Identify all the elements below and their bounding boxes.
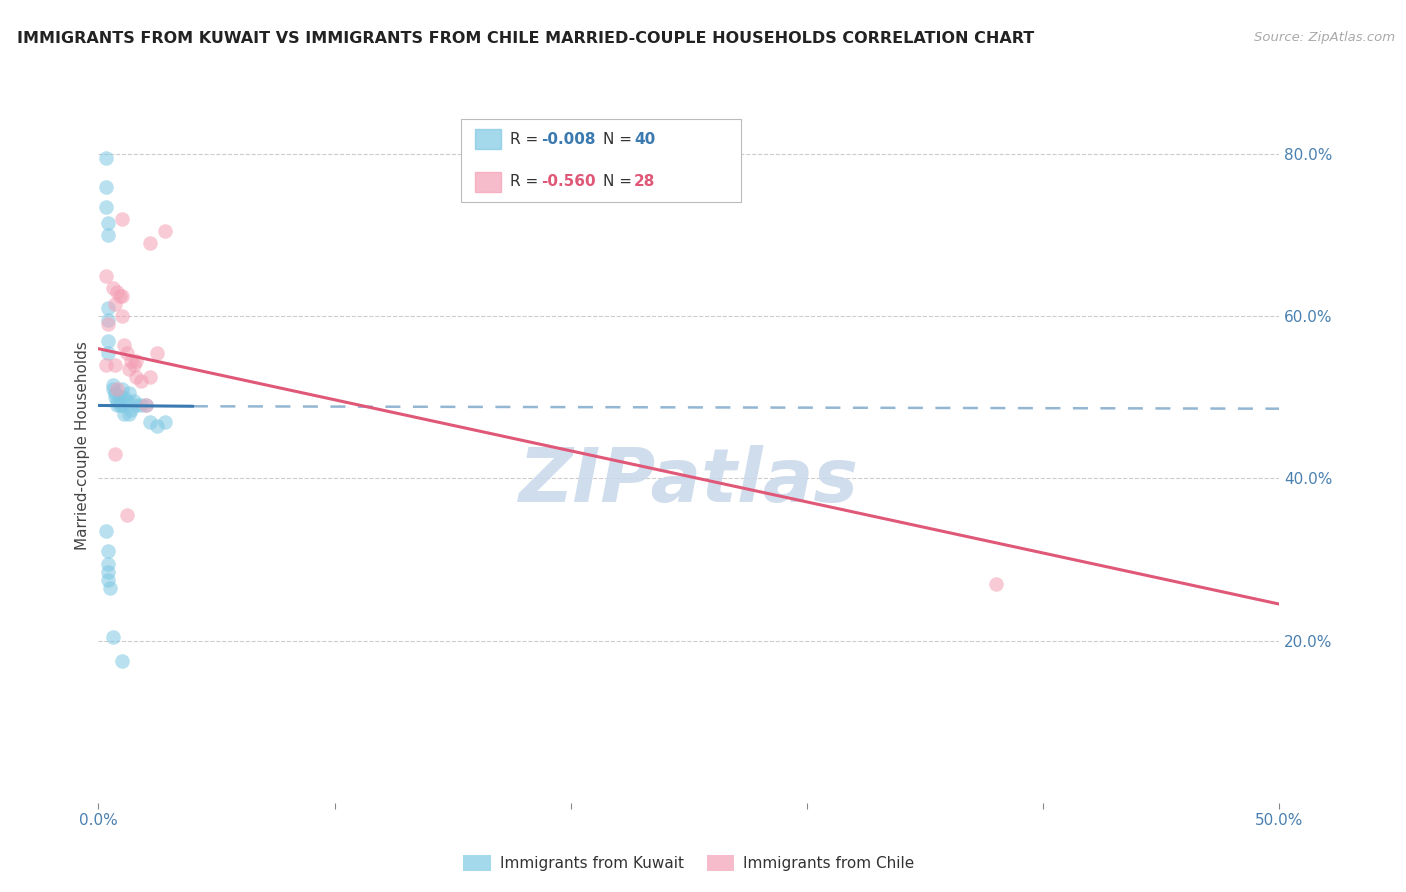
Text: N =: N = [603,175,637,189]
Point [105,394,128,409]
Point [111,654,134,668]
Text: 28: 28 [634,175,655,189]
Point [105,382,128,396]
Text: -0.008: -0.008 [541,132,596,146]
Point [105,399,128,413]
Point [112,407,135,421]
Point [125,370,148,384]
Point [108,390,131,404]
Point [104,447,127,461]
Point [121,402,143,417]
Point [129,399,152,413]
Point [111,289,134,303]
Point [111,211,134,226]
Point [97,573,120,587]
Point [115,394,138,409]
Point [97,216,120,230]
Point [115,345,138,359]
Point [104,358,127,372]
Point [94,179,117,194]
Point [139,415,162,429]
Legend: Immigrants from Kuwait, Immigrants from Chile: Immigrants from Kuwait, Immigrants from … [457,849,921,877]
Point [94,524,117,538]
Point [111,382,134,396]
Point [104,386,127,401]
Point [125,399,148,413]
Point [101,378,124,392]
Point [97,557,120,571]
Point [122,358,145,372]
Point [97,334,120,348]
Point [94,200,117,214]
Point [104,297,127,311]
Text: 40: 40 [634,132,655,146]
Point [121,354,143,368]
Point [94,358,117,372]
Point [97,313,120,327]
Point [111,310,134,324]
Text: IMMIGRANTS FROM KUWAIT VS IMMIGRANTS FROM CHILE MARRIED-COUPLE HOUSEHOLDS CORREL: IMMIGRANTS FROM KUWAIT VS IMMIGRANTS FRO… [17,31,1035,46]
Text: -0.560: -0.560 [541,175,596,189]
Point [115,508,138,522]
Point [101,382,124,396]
Point [97,318,120,332]
Point [97,301,120,315]
Point [108,289,131,303]
Point [97,345,120,359]
Point [135,399,157,413]
Text: N =: N = [603,132,637,146]
Point [153,415,176,429]
Point [125,354,148,368]
Point [139,370,162,384]
Point [105,285,128,299]
Point [118,386,141,401]
Point [97,228,120,243]
Point [94,268,117,283]
Y-axis label: Married-couple Households: Married-couple Households [75,342,90,550]
Point [146,345,169,359]
Point [112,390,135,404]
Point [97,544,120,558]
Point [101,281,124,295]
Point [129,374,152,388]
Point [139,236,162,251]
Point [108,399,131,413]
Point [94,151,117,165]
Point [111,399,134,413]
Text: R =: R = [510,175,544,189]
Point [118,362,141,376]
Point [135,399,157,413]
Point [112,337,135,351]
Point [984,577,1007,591]
Point [104,390,127,404]
Text: R =: R = [510,132,544,146]
Text: ZIPatlas: ZIPatlas [519,445,859,518]
Point [98,581,121,595]
Point [97,565,120,579]
Point [118,407,141,421]
Point [101,630,124,644]
Point [153,224,176,238]
Point [122,394,145,409]
Text: Source: ZipAtlas.com: Source: ZipAtlas.com [1254,31,1395,45]
Point [146,418,169,433]
